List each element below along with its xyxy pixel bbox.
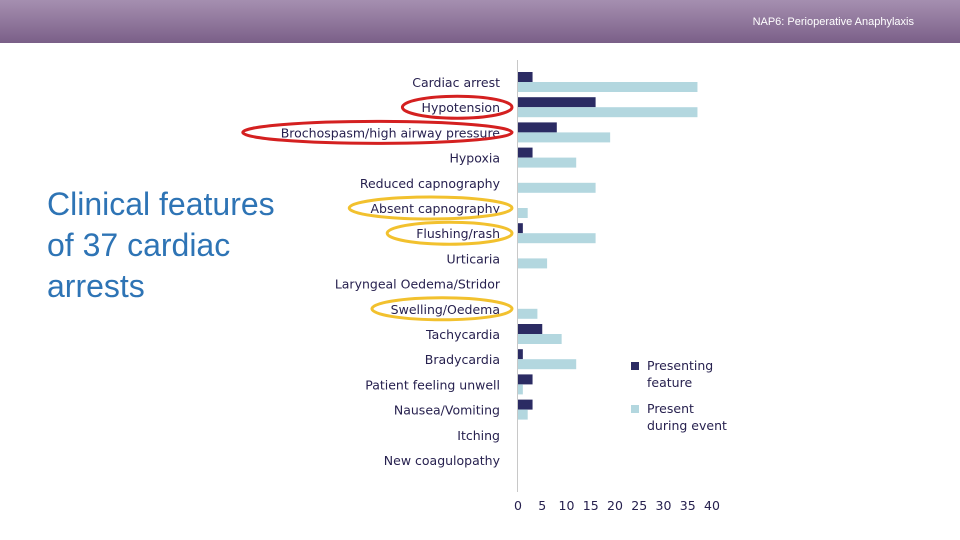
slide-title: Clinical features of 37 cardiac arrests	[47, 186, 275, 304]
legend-swatch	[631, 405, 639, 413]
legend-label: feature	[647, 375, 692, 390]
category-label: Urticaria	[447, 251, 500, 266]
x-tick-label: 40	[704, 498, 720, 513]
bar-presenting	[518, 122, 557, 133]
yellow-highlight-circle	[347, 195, 514, 221]
x-tick-label: 35	[680, 498, 696, 513]
x-tick-label: 10	[559, 498, 575, 513]
legend-label: Presenting	[647, 358, 713, 373]
bar-during-event	[518, 384, 523, 395]
category-label: Bradycardia	[425, 352, 500, 367]
bar-presenting	[518, 399, 533, 410]
x-tick-label: 0	[514, 498, 522, 513]
bar-during-event	[518, 132, 611, 143]
bar-during-event	[518, 157, 577, 168]
bar-presenting	[518, 349, 523, 360]
bar-presenting	[518, 97, 596, 108]
legend-swatch	[631, 362, 639, 370]
category-label: Nausea/Vomiting	[394, 403, 500, 418]
bar-during-event	[518, 409, 528, 420]
header-bar: NAP6: Perioperative Anaphylaxis	[0, 0, 960, 43]
bar-presenting	[518, 147, 533, 158]
x-tick-label: 30	[656, 498, 672, 513]
x-tick-label: 25	[631, 498, 647, 513]
category-label: Absent capnography	[370, 201, 500, 216]
red-highlight-circle	[400, 94, 514, 120]
category-label: Laryngeal Oedema/Stridor	[335, 277, 501, 292]
bar-presenting	[518, 374, 533, 385]
header-title: NAP6: Perioperative Anaphylaxis	[752, 16, 914, 28]
yellow-highlight-circle	[385, 220, 514, 246]
category-label: Itching	[457, 428, 500, 443]
bar-during-event	[518, 258, 548, 269]
category-label: Flushing/rash	[416, 226, 500, 241]
x-tick-label: 5	[538, 498, 546, 513]
category-label: Patient feeling unwell	[365, 377, 500, 392]
bar-presenting	[518, 72, 533, 82]
x-tick-label: 20	[607, 498, 623, 513]
bar-during-event	[518, 359, 577, 370]
category-label: Reduced capnography	[360, 176, 501, 191]
bar-presenting	[518, 324, 543, 334]
bar-during-event	[518, 233, 596, 244]
x-tick-label: 15	[583, 498, 599, 513]
bar-presenting	[518, 223, 523, 234]
legend-label: Present	[647, 401, 694, 416]
bar-during-event	[518, 334, 562, 344]
category-label: Brochospasm/high airway pressure	[281, 125, 501, 140]
red-highlight-circle	[241, 119, 514, 145]
legend-label: during event	[647, 418, 727, 433]
category-label: Hypotension	[422, 100, 500, 115]
category-label: New coagulopathy	[384, 453, 501, 468]
yellow-highlight-circle	[370, 296, 514, 322]
category-label: Cardiac arrest	[412, 75, 500, 90]
category-label: Tachycardia	[425, 327, 500, 342]
bar-during-event	[518, 107, 698, 118]
category-label: Hypoxia	[449, 151, 500, 166]
bar-during-event	[518, 182, 596, 193]
bar-during-event	[518, 82, 698, 92]
bar-during-event	[518, 308, 538, 319]
category-label: Swelling/Oedema	[391, 302, 500, 317]
bar-during-event	[518, 208, 528, 218]
